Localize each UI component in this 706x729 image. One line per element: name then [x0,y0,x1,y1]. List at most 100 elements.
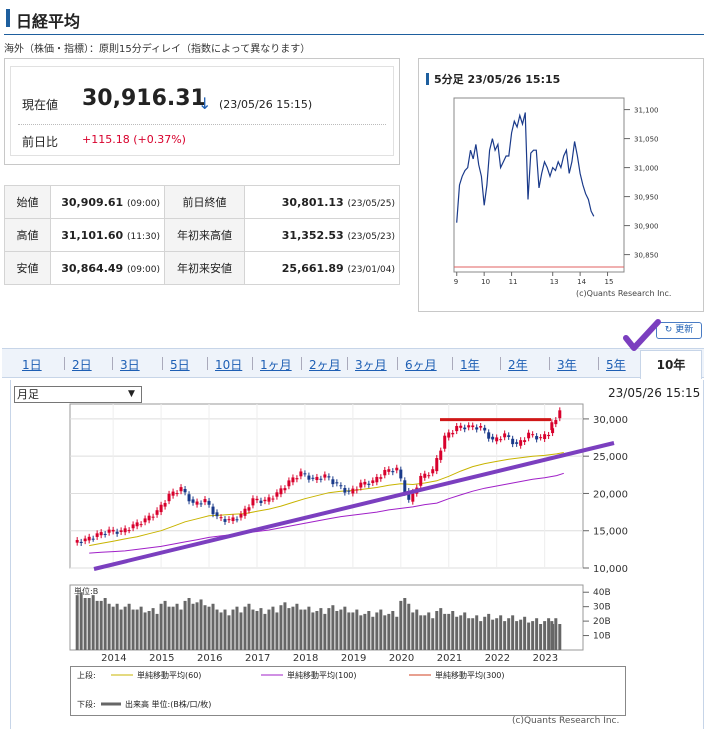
candle-body [199,503,203,505]
tab-9[interactable]: 1年 [460,358,480,372]
x-tick-label: 15 [605,278,614,286]
volume-bar [471,618,475,650]
tab-separator [112,357,113,370]
volume-bar [247,603,251,650]
volume-bar [439,608,443,650]
volume-bar [243,606,247,650]
title-marker [6,9,10,27]
monthly-chart: 30,000 25,000 20,000 15,000 10,000 単位:B 40B 30B… [69,403,628,664]
volume-bar [467,618,471,650]
volume-bar [487,613,491,650]
volume-bar [295,603,299,650]
tab-6[interactable]: 2ヶ月 [309,358,341,372]
candle-body [123,528,127,533]
candle-body [375,476,379,483]
tab-0[interactable]: 1日 [22,358,42,372]
x-tick-label: 14 [577,278,586,286]
legend-graphics: 上段: 単純移動平均(60) 単純移動平均(100) 単純移動平均(300) 下段: 出来… [77,670,505,709]
stat-label: 安値 [4,251,51,285]
candle-body [347,490,351,492]
y-tick-label: 31,050 [634,136,659,144]
candle-body [131,524,135,529]
volume-bar [387,613,391,650]
volume-bar [435,611,439,650]
candle-body [295,478,299,480]
vol-tick-label: 40B [593,588,611,598]
tab-12[interactable]: 5年 [606,358,626,372]
candle-body [550,422,554,431]
volume-bar [235,606,239,650]
volume-area [69,584,584,651]
volume-bar [507,618,511,650]
volume-bar [111,606,115,650]
volume-bar [335,611,339,650]
tab-10[interactable]: 2年 [508,358,528,372]
volume-bar [355,609,359,650]
volume-bar [91,595,95,650]
intraday-chart-box [418,58,704,312]
y-tick-label: 30,850 [634,252,659,260]
x-tick-label: 2021 [437,653,462,664]
tab-3[interactable]: 5日 [170,358,190,372]
candle-body [107,529,111,533]
x-tick-label: 9 [454,278,458,286]
volume-bar [151,608,155,650]
candle-body [91,538,95,540]
candle-body [135,522,139,527]
x-tick-label: 11 [509,278,518,286]
tab-7[interactable]: 3ヶ月 [355,358,387,372]
candle-body [155,510,159,515]
candle-body [407,490,411,500]
candle-body [339,485,343,487]
y-tick-label: 31,000 [634,165,659,173]
intraday-credit: (c)Quants Research Inc. [576,289,671,298]
volume-bar [303,609,307,650]
volume-bar [451,611,455,650]
refresh-button[interactable]: ↻ 更新 [656,322,702,339]
tab-5[interactable]: 1ヶ月 [260,358,292,372]
candle-body [127,530,131,532]
volume-bar [159,603,163,650]
volume-bar [554,618,558,650]
candle-body [447,432,451,438]
tab-10y[interactable]: 10年 [640,350,702,379]
volume-bar [215,609,219,650]
volume-bar [327,608,331,650]
table-row: 安値 30,864.49 (09:00) 年初来安値 25,661.89 (23… [4,251,400,285]
tab-4[interactable]: 10日 [215,358,243,372]
candle-body [455,425,459,432]
vol-tick-label: 20B [593,617,611,627]
tab-2[interactable]: 3日 [120,358,140,372]
price-inner [10,66,394,156]
candle-body [503,433,507,438]
volume-bar [175,603,179,650]
candle-body [307,475,311,480]
volume-bar [187,598,191,650]
tab-1[interactable]: 2日 [72,358,92,372]
candle-body [395,467,399,471]
volume-bar [403,598,407,650]
candle-body [331,479,335,485]
candle-body [363,481,367,485]
candle-body [543,434,547,440]
tab-8[interactable]: 6ヶ月 [405,358,437,372]
volume-bar [143,612,147,650]
period-select[interactable]: 月足 [14,386,142,403]
candle-body [99,532,103,536]
volume-bar [299,609,303,650]
volume-bar [375,612,379,650]
volume-bar [339,609,343,650]
volume-bar [267,609,271,650]
vol-tick-label: 30B [593,603,611,613]
candle-body [203,499,207,503]
candle-body [207,500,211,505]
candle-body [527,432,531,439]
candle-body [95,533,99,537]
candle-body [499,439,503,441]
change-value: +115.18 (+0.37%) [82,133,186,146]
volume-bar [367,611,371,650]
tab-11[interactable]: 3年 [557,358,577,372]
candle-body [379,477,383,479]
y-tick-label: 25,000 [593,452,628,463]
candle-body [251,498,255,506]
